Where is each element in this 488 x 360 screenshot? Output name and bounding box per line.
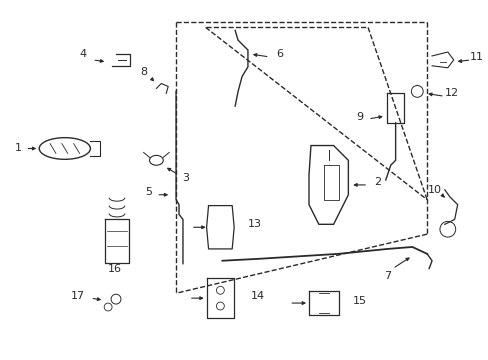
Text: 12: 12	[444, 88, 458, 98]
Text: 1: 1	[15, 144, 22, 153]
Text: 7: 7	[384, 271, 390, 282]
Text: 3: 3	[182, 173, 189, 183]
Text: 9: 9	[356, 112, 363, 122]
Text: 17: 17	[70, 291, 84, 301]
Text: 11: 11	[468, 52, 482, 62]
Text: 8: 8	[140, 67, 147, 77]
Text: 5: 5	[145, 187, 152, 197]
Text: 14: 14	[250, 291, 264, 301]
Text: 2: 2	[374, 177, 381, 187]
Text: 15: 15	[352, 296, 366, 306]
Text: 10: 10	[427, 185, 441, 195]
Text: 6: 6	[275, 49, 283, 59]
Text: 4: 4	[79, 49, 86, 59]
Text: 13: 13	[247, 219, 261, 229]
Text: 16: 16	[108, 264, 122, 274]
